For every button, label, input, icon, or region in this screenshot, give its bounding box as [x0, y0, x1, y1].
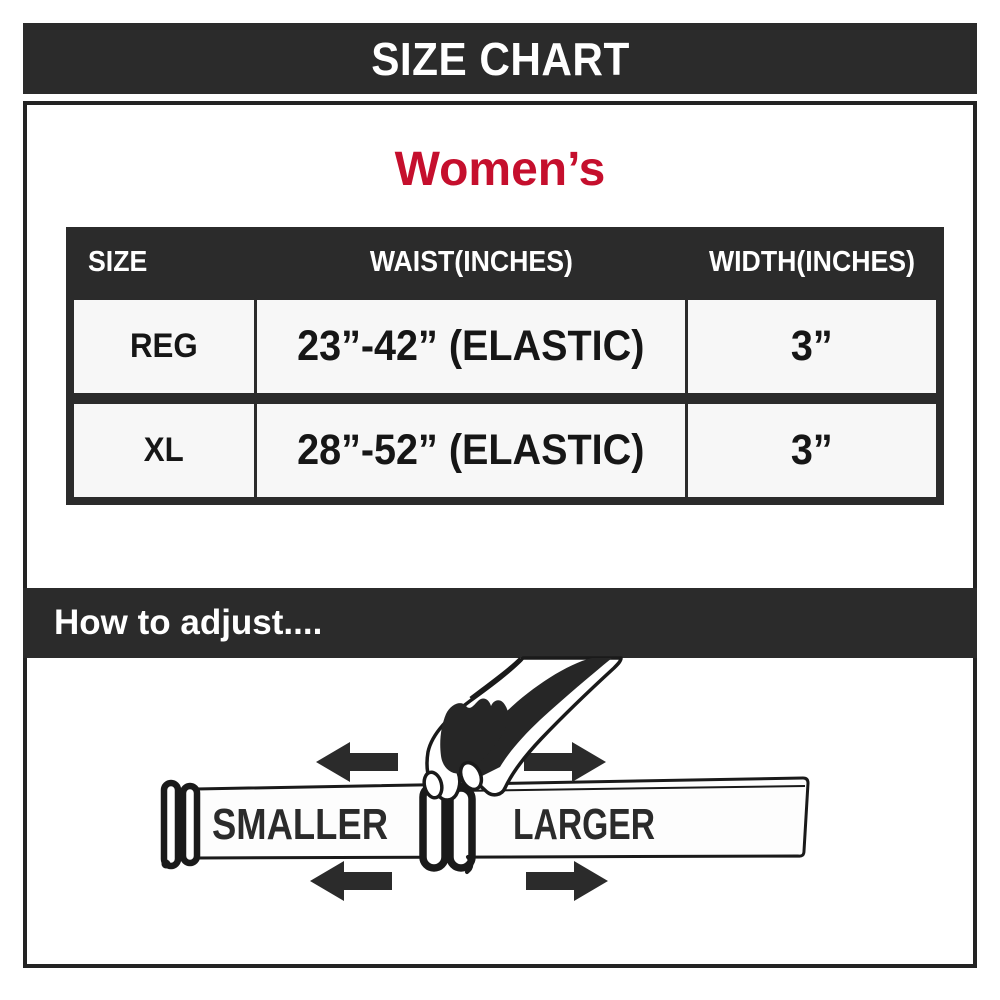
belt-adjust-illustration: SMALLER LARGER — [160, 656, 810, 901]
table-cell-waist-xl: 28”-52” (ELASTIC) — [257, 404, 686, 497]
smaller-label: SMALLER — [212, 800, 388, 849]
belt-slider-icon — [419, 782, 476, 874]
larger-label: LARGER — [513, 800, 655, 849]
arrow-left-lower-icon — [310, 861, 392, 901]
column-header-waist: WAIST(INCHES) — [257, 235, 686, 289]
belt-strap — [194, 776, 810, 860]
table-cell-waist-reg: 23”-42” (ELASTIC) — [257, 300, 686, 393]
hand-icon — [422, 656, 623, 802]
how-to-adjust-heading: How to adjust.... — [54, 603, 323, 642]
belt-end-clasp-icon — [160, 779, 201, 870]
arrow-left-upper-icon — [316, 742, 398, 782]
page-title: SIZE CHART — [370, 32, 630, 85]
how-to-adjust-band: How to adjust.... — [23, 588, 977, 658]
column-header-width: WIDTH(INCHES) — [688, 235, 936, 289]
table-cell-width-reg: 3” — [688, 300, 936, 393]
table-cell-size-reg: REG — [74, 300, 255, 393]
size-chart-title-bar: SIZE CHART — [23, 23, 977, 94]
section-heading-womens: Women’s — [394, 143, 606, 196]
size-table: SIZE WAIST(INCHES) WIDTH(INCHES) REG 23”… — [66, 227, 944, 505]
arrow-right-lower-icon — [526, 861, 608, 901]
table-cell-size-xl: XL — [74, 404, 255, 497]
table-cell-width-xl: 3” — [688, 404, 936, 497]
arrow-right-upper-icon — [524, 742, 606, 782]
column-header-size: SIZE — [74, 235, 255, 289]
